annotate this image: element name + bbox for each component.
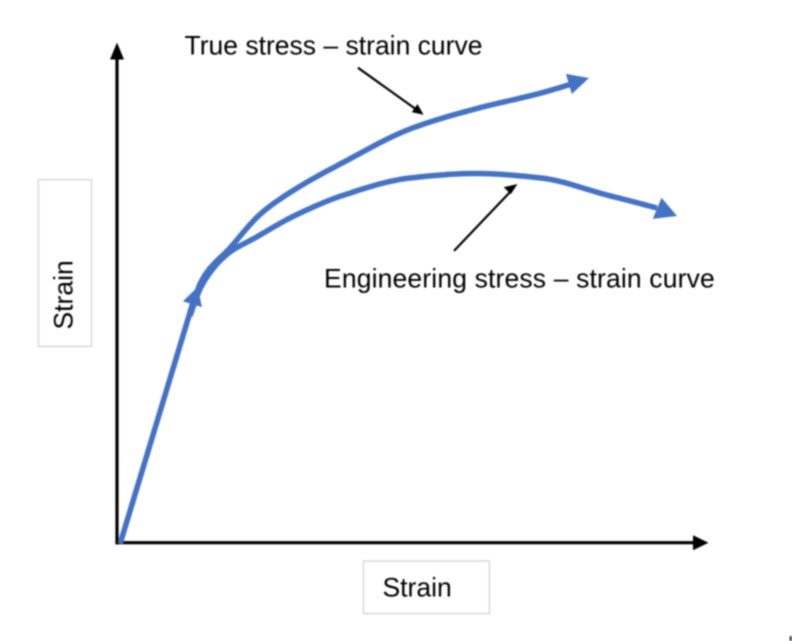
svg-text:True stress – strain curve: True stress – strain curve: [185, 31, 483, 61]
svg-text:Engineering stress – strain cu: Engineering stress – strain curve: [324, 263, 715, 293]
svg-text:Strain: Strain: [383, 573, 452, 603]
svg-text:Strain: Strain: [49, 260, 79, 329]
